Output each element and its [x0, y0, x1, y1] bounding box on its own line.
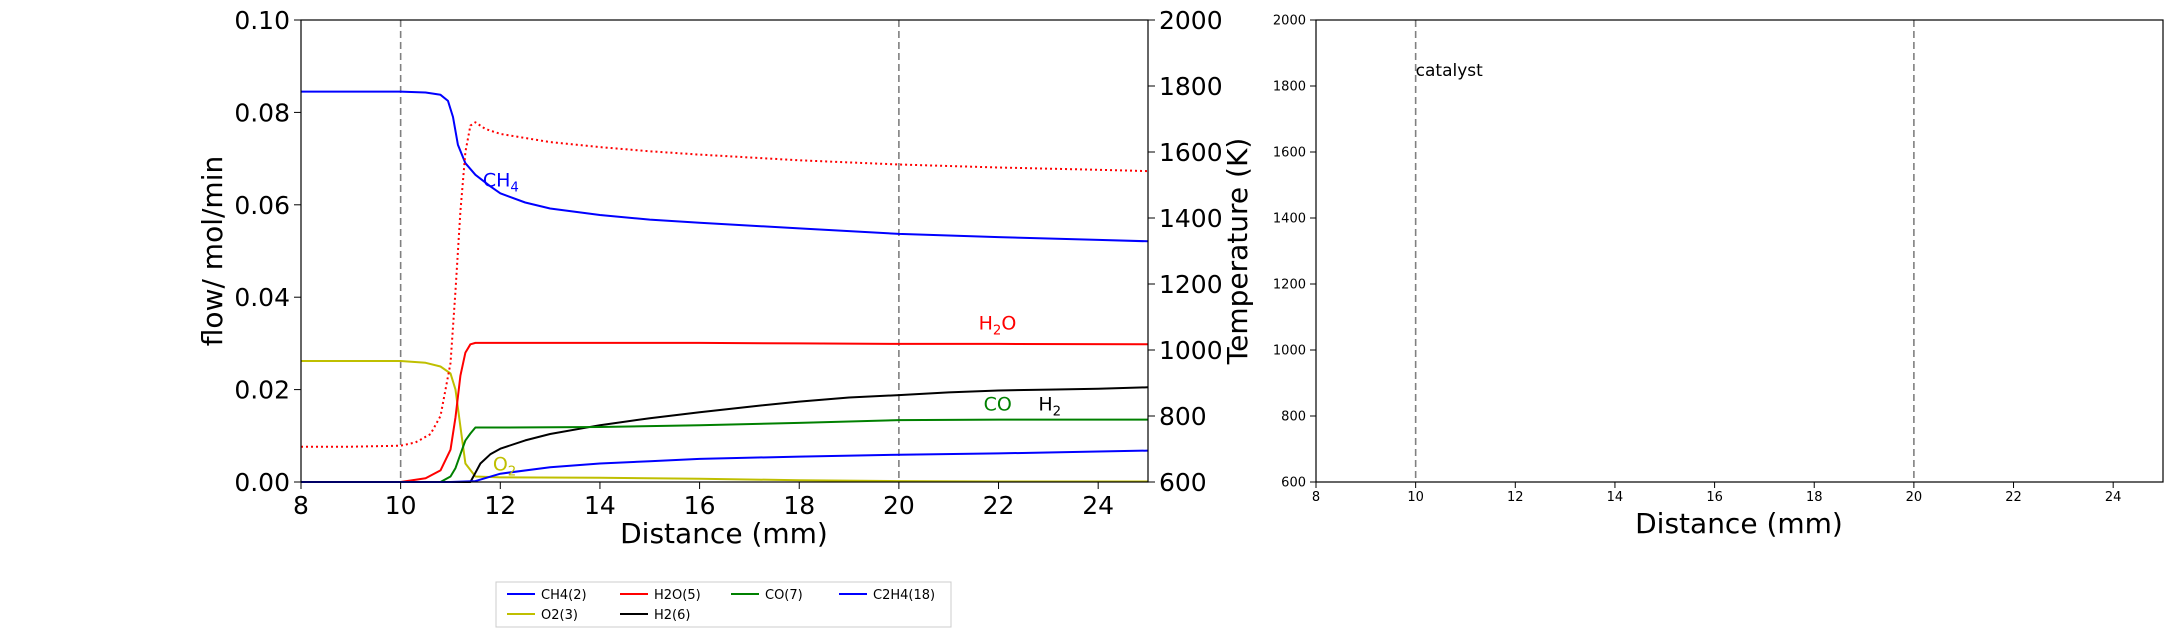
left-y-axis-label: flow/ mol/min — [196, 156, 229, 346]
legend-item-h2o-5: H2O(5) — [620, 588, 701, 603]
y-tick-label: 0.08 — [234, 98, 290, 127]
x-tick-label: 22 — [983, 491, 1015, 520]
right-plot-frame — [1315, 19, 2164, 483]
series-line-temperature — [301, 121, 1149, 448]
y-tick-label: 0.06 — [234, 191, 290, 220]
y2-tick-label: 2000 — [1159, 6, 1223, 35]
annotation-label: CH4 — [483, 169, 519, 195]
y-tick-label: 800 — [1281, 410, 1306, 425]
y2-tick-label: 600 — [1159, 468, 1207, 497]
x-tick-label: 10 — [1407, 490, 1424, 505]
y-tick-label: 0.10 — [234, 6, 290, 35]
legend-item-h2-6: H2(6) — [620, 608, 690, 623]
x-tick-label: 16 — [1706, 490, 1723, 505]
y-tick-label: 1000 — [1273, 344, 1306, 359]
annotation-label: O2 — [493, 453, 516, 479]
x-tick-label: 18 — [1806, 490, 1823, 505]
x-tick-label: 10 — [385, 491, 417, 520]
legend-label: CO(7) — [765, 588, 803, 603]
x-tick-label: 14 — [1607, 490, 1624, 505]
x-tick-label: 20 — [883, 491, 915, 520]
left-y2-axis-label: Temperature (K) — [1221, 138, 1254, 365]
x-tick-label: 22 — [2005, 490, 2022, 505]
x-tick-label: 14 — [584, 491, 616, 520]
legend-label: H2(6) — [654, 608, 690, 623]
legend: CH4(2) H2O(5) CO(7) C2H4(18) O2(3) H2(6) — [495, 581, 952, 628]
left-plot-frame — [300, 19, 1149, 483]
x-tick-label: 24 — [2105, 490, 2122, 505]
series-line-o2-3 — [301, 360, 1148, 483]
legend-label: C2H4(18) — [873, 588, 935, 603]
annotation-label: H2O — [979, 313, 1017, 339]
y-tick-label: 0.02 — [234, 376, 290, 405]
x-tick-label: 8 — [1312, 490, 1320, 505]
legend-frame — [495, 581, 952, 628]
left-x-axis-label: Distance (mm) — [620, 517, 828, 550]
y-tick-label: 2000 — [1273, 14, 1306, 29]
series-line-c2h4-18 — [301, 449, 1149, 483]
legend-item-ch4-2: CH4(2) — [507, 588, 587, 603]
right-x-axis-label: Distance (mm) — [1635, 507, 1843, 540]
x-tick-label: 20 — [1906, 490, 1923, 505]
annotation-label: H2 — [1038, 393, 1061, 419]
y-tick-label: 1600 — [1273, 146, 1306, 161]
legend-item-co-7: CO(7) — [731, 588, 803, 603]
series-line-h2o-5 — [301, 341, 1149, 483]
legend-label: CH4(2) — [541, 588, 587, 603]
x-tick-label: 16 — [684, 491, 716, 520]
x-tick-label: 8 — [293, 491, 309, 520]
y2-tick-label: 1400 — [1159, 204, 1223, 233]
legend-label: O2(3) — [541, 608, 578, 623]
y2-tick-label: 800 — [1159, 402, 1207, 431]
legend-item-o2-3: O2(3) — [507, 608, 578, 623]
x-tick-label: 12 — [1507, 490, 1524, 505]
y-tick-label: 1200 — [1273, 278, 1306, 293]
y2-tick-label: 1800 — [1159, 72, 1223, 101]
y-tick-label: 0.00 — [234, 468, 290, 497]
y-tick-label: 600 — [1281, 476, 1306, 491]
series-line-ch4-2 — [301, 90, 1149, 243]
legend-label: H2O(5) — [654, 588, 701, 603]
y-tick-label: 0.04 — [234, 283, 290, 312]
x-tick-label: 18 — [783, 491, 815, 520]
left-chart: 8 10 12 14 16 18 20 22 24 0.00 0.02 0.04 0.06 0.08 0.… — [196, 6, 1254, 550]
y2-tick-label: 1200 — [1159, 270, 1223, 299]
series-line-h2-6 — [301, 386, 1149, 483]
annotation-label: catalyst — [1416, 61, 1483, 81]
series-line-co-7 — [301, 418, 1148, 483]
x-tick-label: 12 — [484, 491, 516, 520]
y2-tick-label: 1000 — [1159, 336, 1223, 365]
y-tick-label: 1400 — [1273, 212, 1306, 227]
y2-tick-label: 1600 — [1159, 138, 1223, 167]
right-chart: 8 10 12 14 16 18 20 22 24 600 800 1000 1200 1400 1600… — [1273, 14, 2164, 540]
x-tick-label: 24 — [1082, 491, 1114, 520]
y-tick-label: 1800 — [1273, 80, 1306, 95]
legend-item-c2h4-18: C2H4(18) — [839, 588, 935, 603]
annotation-label: CO — [984, 393, 1012, 415]
